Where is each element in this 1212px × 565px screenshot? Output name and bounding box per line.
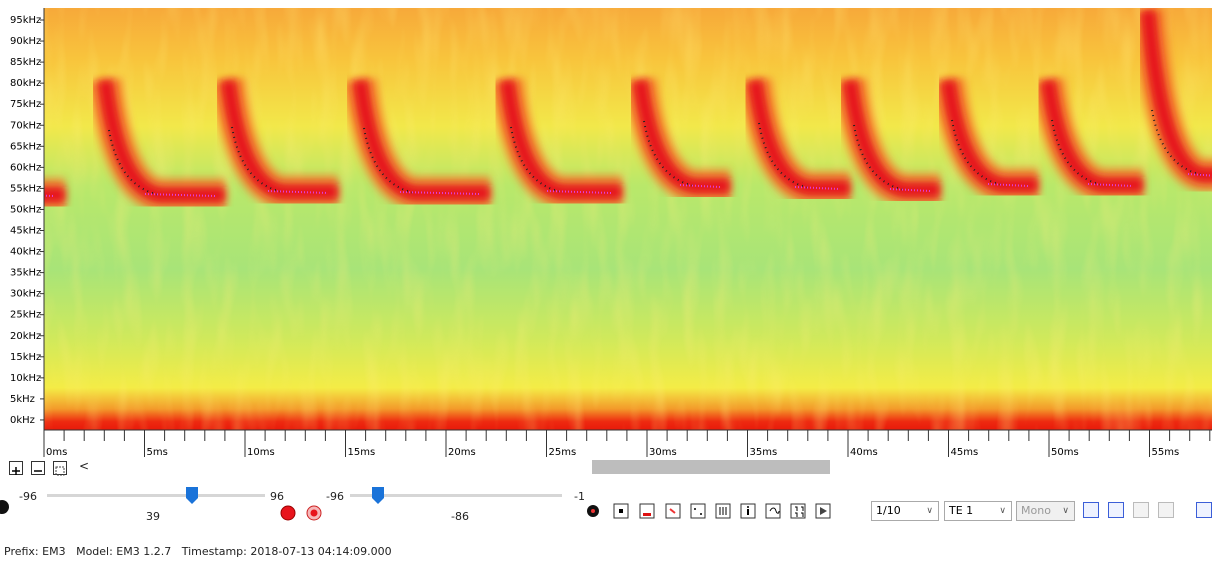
frequency-label: 15kHz	[10, 352, 41, 363]
slider1-value: 39	[146, 510, 160, 523]
frequency-label: 55kHz	[10, 183, 41, 194]
frequency-label: 80kHz	[10, 78, 41, 89]
spectrogram-view: 95kHz 90kHz 85kHz 80kHz 75kHz 70kHz 65kHz 60kHz…	[0, 0, 1212, 460]
time-label: 45ms	[951, 447, 979, 458]
nav-first[interactable]	[1083, 502, 1099, 518]
time-label: 50ms	[1051, 447, 1079, 458]
status-timestamp: Timestamp: 2018-07-13 04:14:09.000	[182, 545, 392, 558]
zoom-out-button[interactable]	[31, 461, 45, 475]
frequency-label: 70kHz	[10, 120, 41, 131]
time-label: 40ms	[850, 447, 878, 458]
time-label: 55ms	[1152, 447, 1180, 458]
time-label: 35ms	[750, 447, 778, 458]
channel-select[interactable]: TE 1	[944, 501, 1012, 521]
time-label: 5ms	[147, 447, 168, 458]
frequency-label: 40kHz	[10, 247, 41, 258]
frequency-label: 95kHz	[10, 15, 41, 26]
frequency-axis: 95kHz 90kHz 85kHz 80kHz 75kHz 70kHz 65kHz 60kHz…	[10, 15, 44, 426]
time-label: 30ms	[649, 447, 677, 458]
frequency-label: 5kHz	[10, 394, 35, 405]
nav-mark-prev[interactable]	[1133, 502, 1149, 518]
time-label: 0ms	[46, 447, 67, 458]
frequency-label: 30kHz	[10, 289, 41, 300]
scroll-thumb[interactable]	[592, 460, 830, 474]
frequency-label: 0kHz	[10, 415, 35, 426]
speed-select[interactable]: 1/10	[871, 501, 939, 521]
status-bar: Prefix: EM3 Model: EM3 1.2.7 Timestamp: …	[4, 545, 392, 558]
frequency-label: 60kHz	[10, 162, 41, 173]
frequency-label: 35kHz	[10, 268, 41, 279]
tool-buttons[interactable]	[584, 501, 874, 521]
slider2-value: -86	[451, 510, 469, 523]
frequency-label: 90kHz	[10, 36, 41, 47]
nav-prev[interactable]	[1108, 502, 1124, 518]
zoom-in-button[interactable]	[9, 461, 23, 475]
frequency-label: 25kHz	[10, 310, 41, 321]
slider1-thumb[interactable]	[186, 487, 198, 505]
frequency-label: 20kHz	[10, 331, 41, 342]
slider2-min: -96	[326, 490, 344, 503]
time-label: 10ms	[247, 447, 275, 458]
slider1-track[interactable]	[47, 494, 265, 497]
zoom-fit-button[interactable]	[53, 461, 67, 475]
frequency-label: 45kHz	[10, 226, 41, 237]
app-window: 95kHz 90kHz 85kHz 80kHz 75kHz 70kHz 65kHz 60kHz…	[0, 0, 1212, 565]
frequency-label: 10kHz	[10, 373, 41, 384]
frequency-label: 85kHz	[10, 57, 41, 68]
time-label: 15ms	[348, 447, 376, 458]
nav-next[interactable]	[1196, 502, 1212, 518]
trigger-buttons[interactable]	[279, 503, 325, 523]
frequency-label: 65kHz	[10, 141, 41, 152]
scroll-left[interactable]: <	[79, 459, 89, 473]
time-axis: 0ms 5ms 10ms 15ms 20ms 25ms 30ms 35ms 40ms 45ms 50…	[44, 430, 1210, 458]
frequency-label: 75kHz	[10, 99, 41, 110]
mode-select[interactable]: Mono	[1016, 501, 1075, 521]
slider1-min: -96	[19, 490, 37, 503]
status-prefix: Prefix: EM3	[4, 545, 66, 558]
time-label: 20ms	[448, 447, 476, 458]
spectrogram-noise	[44, 8, 1212, 430]
slider1-max: 96	[270, 490, 284, 503]
status-model: Model: EM3 1.2.7	[76, 545, 171, 558]
frequency-label: 50kHz	[10, 204, 41, 215]
record-indicator	[0, 484, 12, 514]
slider2-thumb[interactable]	[372, 487, 384, 505]
time-label: 25ms	[549, 447, 577, 458]
nav-mark-next[interactable]	[1158, 502, 1174, 518]
